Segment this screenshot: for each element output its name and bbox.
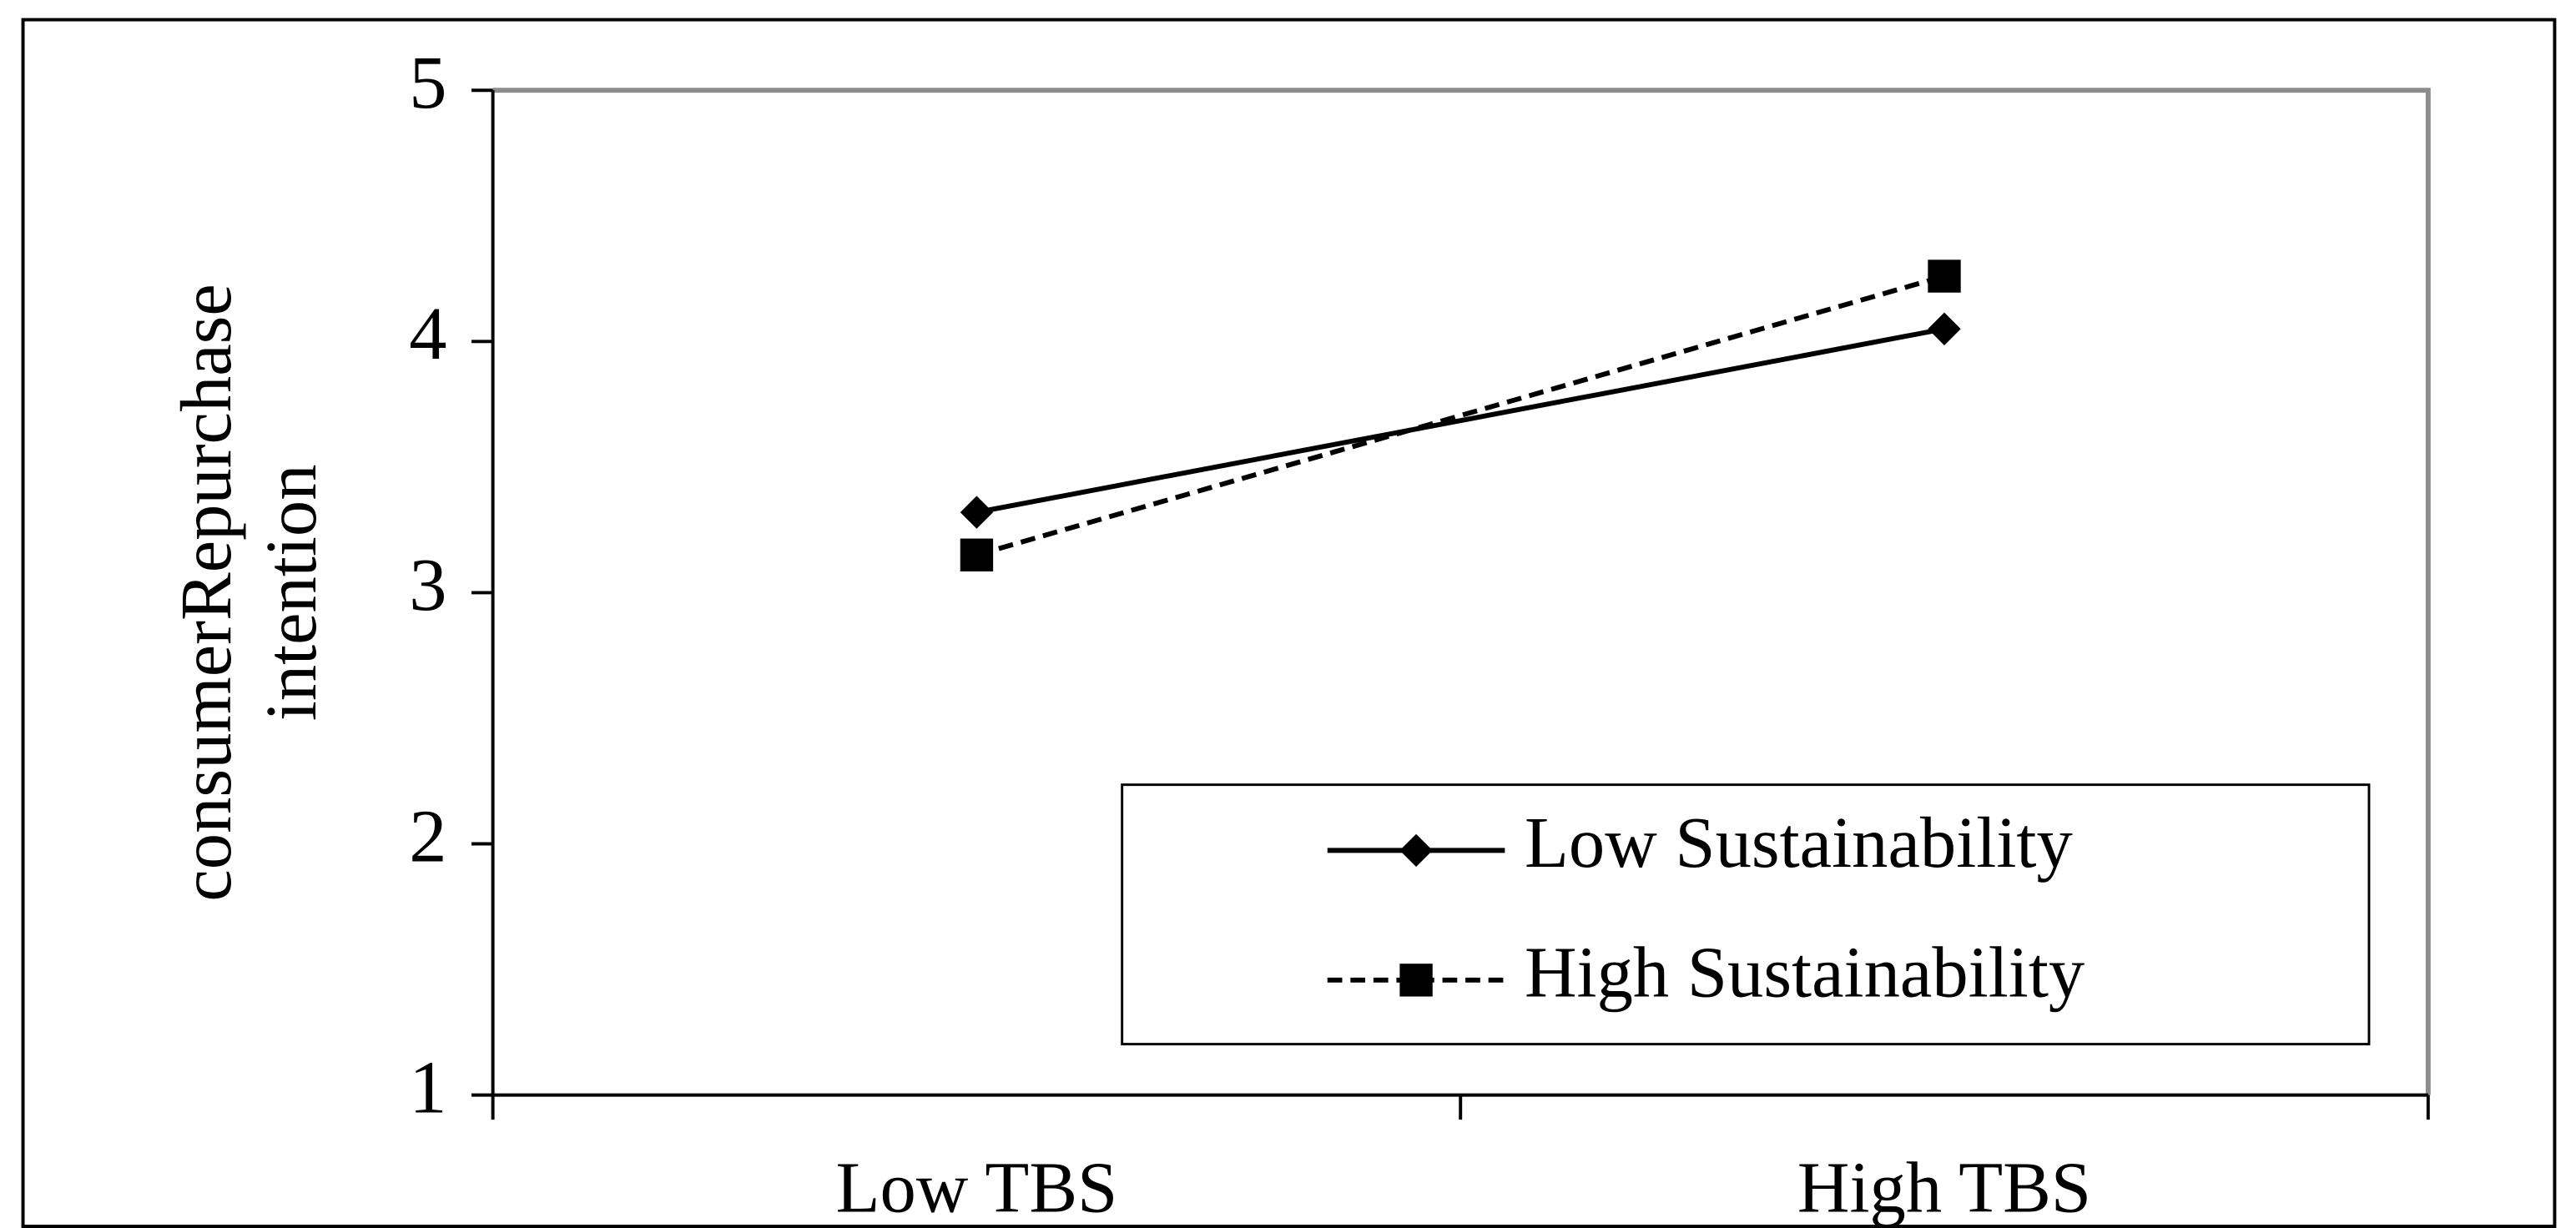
y-tick-label: 3 bbox=[409, 542, 446, 627]
y-tick-label: 2 bbox=[409, 793, 446, 878]
marker-diamond bbox=[960, 496, 994, 529]
y-axis-label-line: consumerRepurchase bbox=[166, 284, 246, 901]
marker-diamond bbox=[1399, 833, 1433, 868]
x-tick-label: Low TBS bbox=[836, 1148, 1118, 1228]
series-line bbox=[975, 274, 1945, 558]
legend-label: High Sustainability bbox=[1525, 933, 2084, 1013]
y-tick-label: 1 bbox=[409, 1044, 446, 1129]
y-tick-label: 4 bbox=[409, 291, 446, 375]
marker-square bbox=[1399, 964, 1433, 997]
marker-square bbox=[960, 538, 994, 571]
outer-border bbox=[21, 18, 2557, 1228]
plot-frame bbox=[492, 88, 2431, 1095]
series-line bbox=[975, 326, 1945, 515]
x-tick-label: High TBS bbox=[1797, 1148, 2091, 1228]
y-axis-label: consumerRepurchase intention bbox=[166, 284, 331, 901]
y-axis-label-line: intention bbox=[251, 465, 331, 722]
legend-box bbox=[1121, 783, 2371, 1046]
legend-label: Low Sustainability bbox=[1525, 803, 2073, 883]
marker-diamond bbox=[1928, 312, 1961, 345]
marker-square bbox=[1928, 259, 1961, 293]
y-tick-label: 5 bbox=[409, 40, 446, 124]
